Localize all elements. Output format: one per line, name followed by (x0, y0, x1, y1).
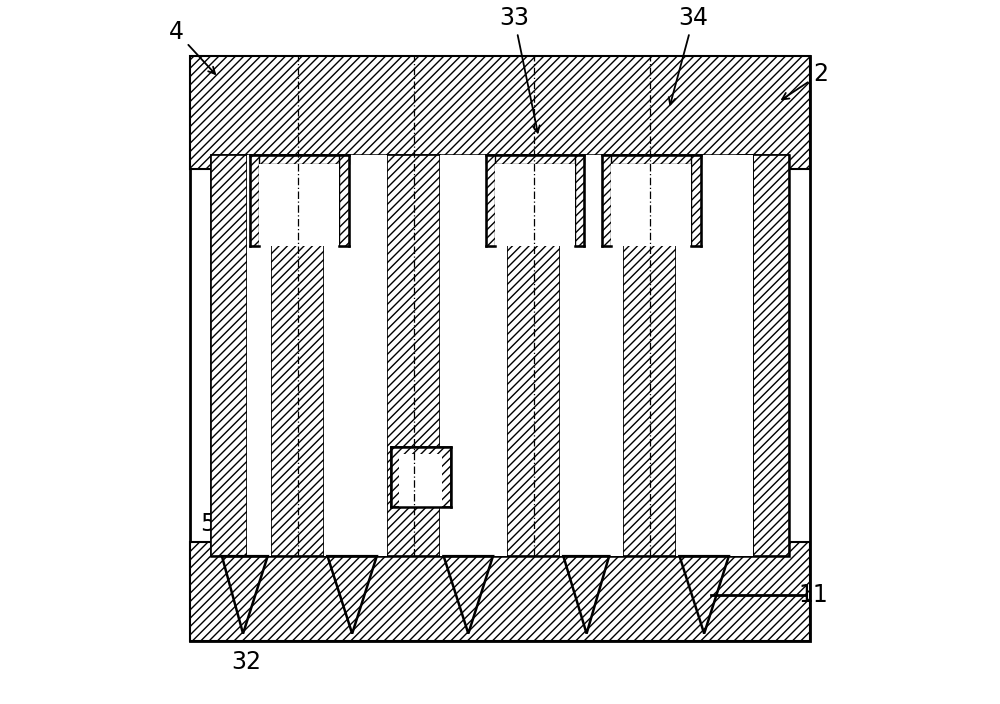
Text: 4: 4 (169, 20, 215, 74)
Bar (324, 155, 387, 556)
Bar (691, 155, 701, 246)
Bar (753, 155, 789, 556)
Bar (739, 155, 753, 556)
Bar (250, 155, 349, 164)
Bar (211, 155, 789, 556)
Bar (190, 56, 810, 641)
Bar (271, 155, 324, 556)
Bar (676, 155, 753, 556)
Bar (602, 155, 611, 246)
Bar (339, 155, 349, 246)
Bar (611, 164, 691, 246)
Bar (440, 155, 507, 556)
Bar (250, 155, 259, 246)
Bar (623, 155, 676, 556)
Bar (190, 542, 810, 641)
Text: 2: 2 (782, 62, 828, 99)
Bar (259, 164, 339, 246)
Bar (387, 155, 440, 556)
Text: 33: 33 (499, 6, 540, 132)
Bar (211, 155, 247, 556)
Bar (495, 164, 575, 246)
Bar (391, 447, 451, 507)
Bar (486, 155, 584, 164)
Bar (190, 56, 810, 169)
Text: 32: 32 (232, 650, 262, 674)
Bar (247, 155, 271, 556)
Bar (507, 155, 560, 556)
Text: 31: 31 (376, 220, 448, 299)
Text: 5: 5 (200, 513, 233, 549)
Bar (602, 155, 701, 164)
Bar (486, 155, 495, 246)
Text: 11: 11 (798, 583, 828, 607)
Bar (560, 155, 623, 556)
Bar (575, 155, 584, 246)
Bar (399, 454, 442, 507)
Text: 34: 34 (669, 6, 709, 104)
